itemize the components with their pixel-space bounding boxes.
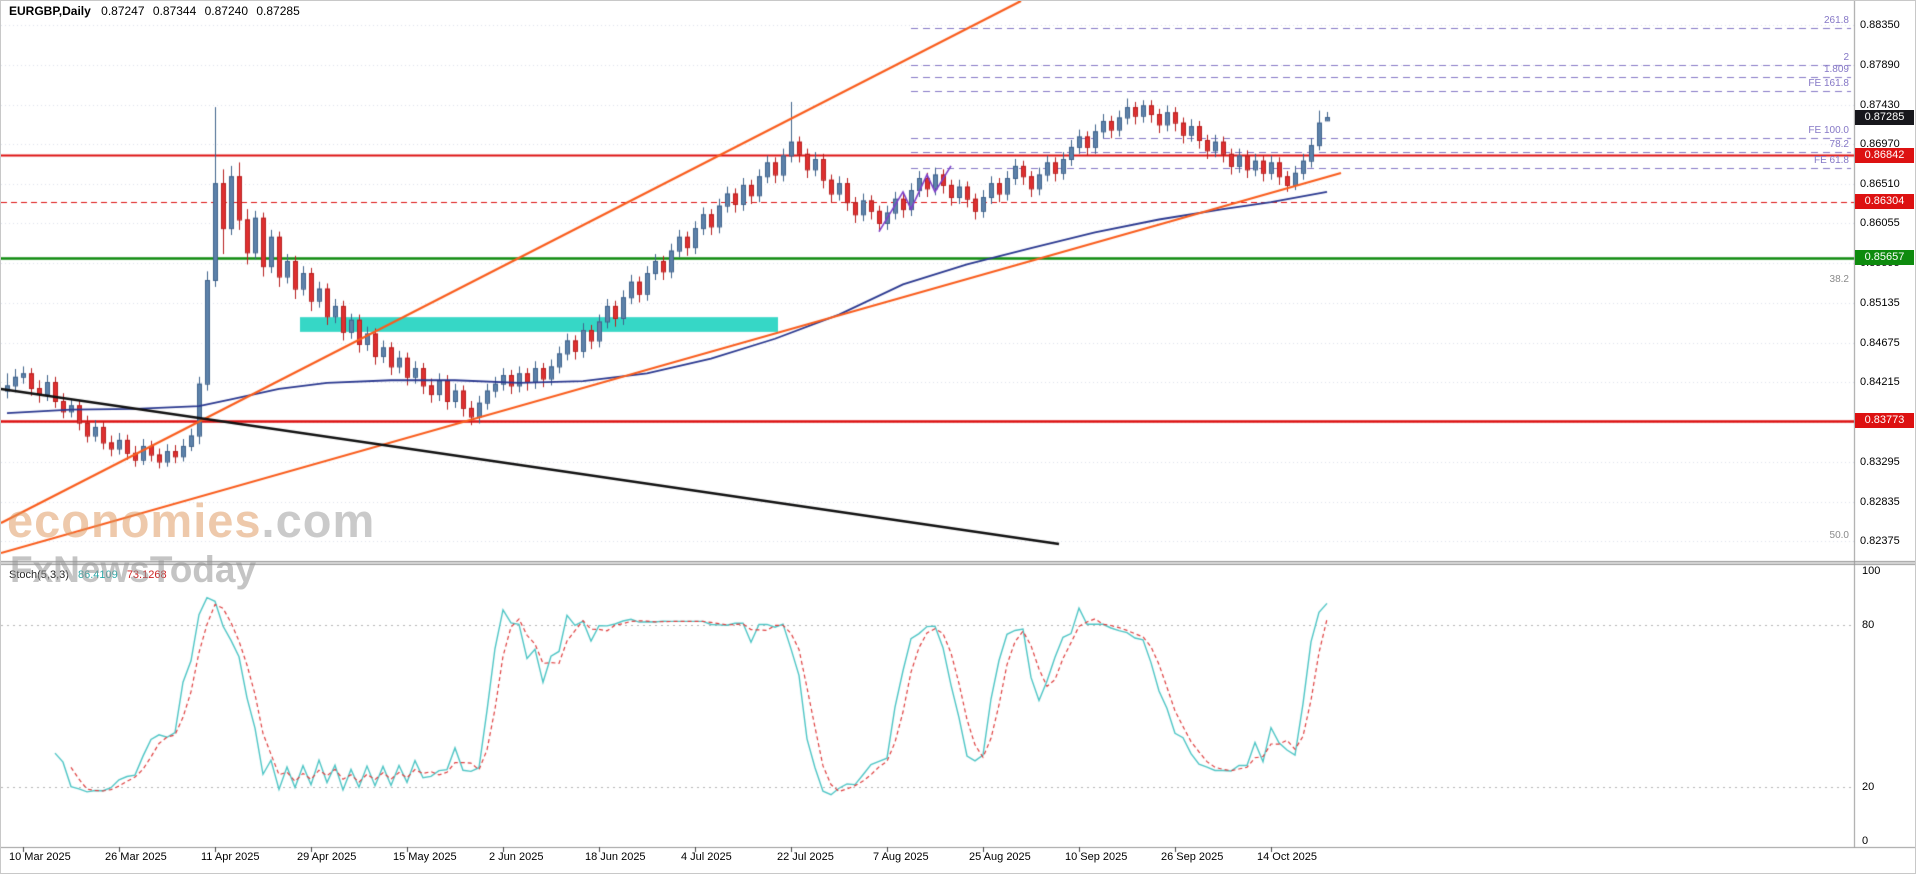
price-tick-label: 0.84215 [1860, 376, 1900, 389]
ohlc-open-value: 0.87247 [101, 4, 145, 18]
price-tick-label: 0.87890 [1860, 58, 1900, 71]
stoch-scale-label: 80 [1862, 619, 1875, 631]
stoch-name: Stoch(5,3,3) [9, 569, 69, 581]
ohlc-high-value: 0.87344 [152, 4, 197, 18]
date-tick-label: 10 Sep 2025 [1065, 851, 1128, 863]
price-level-badge: 0.85657 [1855, 250, 1914, 266]
price-tick-label: 0.88350 [1860, 19, 1900, 32]
stoch-indicator-label: Stoch(5,3,3) 86.4109 73.1268 [9, 569, 167, 581]
date-tick-label: 22 Jul 2025 [777, 851, 834, 863]
price-tick-label: 0.86055 [1860, 217, 1900, 230]
price-level-badge: 0.86304 [1855, 194, 1914, 210]
date-tick-label: 11 Apr 2025 [201, 851, 260, 863]
stoch-scale-label: 20 [1862, 781, 1875, 793]
date-tick-label: 26 Mar 2025 [105, 851, 167, 863]
date-tick-label: 29 Apr 2025 [297, 851, 357, 863]
price-tick-label: 0.83295 [1860, 455, 1900, 468]
date-tick-label: 18 Jun 2025 [585, 851, 646, 863]
date-tick-label: 10 Mar 2025 [9, 851, 71, 863]
price-level-badge: 0.86842 [1855, 147, 1914, 163]
stoch-scale-label: 0 [1862, 835, 1869, 847]
date-tick-label: 25 Aug 2025 [969, 851, 1031, 863]
stoch-scale-label: 100 [1862, 565, 1881, 577]
ohlc-close-value: 0.87285 [256, 4, 300, 18]
date-tick-label: 4 Jul 2025 [681, 851, 732, 863]
price-tick-label: 0.82835 [1860, 495, 1900, 508]
price-level-badge: 0.83773 [1855, 413, 1914, 429]
stoch-signal-value: 73.1268 [126, 569, 167, 581]
price-tick-label: 0.85135 [1860, 296, 1900, 309]
time-axis[interactable]: 10 Mar 2025 26 Mar 2025 11 Apr 2025 29 Apr … [1, 847, 1915, 873]
price-tick-label: 0.87430 [1860, 98, 1900, 111]
price-tick-label: 0.84675 [1860, 336, 1900, 349]
symbol-timeframe-label: EURGBP,Daily [9, 4, 91, 18]
price-tick-label: 0.82375 [1860, 535, 1900, 548]
chart-header: EURGBP,Daily 0.87247 0.87344 0.87240 0.8… [9, 4, 305, 18]
date-tick-label: 15 May 2025 [393, 851, 457, 863]
date-tick-label: 26 Sep 2025 [1161, 851, 1224, 863]
price-axis[interactable]: 0.88350 0.87890 0.87430 0.86970 0.86510 0.860… [1854, 1, 1915, 847]
price-level-badge: 0.87285 [1855, 109, 1914, 125]
date-tick-label: 7 Aug 2025 [873, 851, 929, 863]
price-tick-label: 0.86510 [1860, 178, 1900, 191]
date-tick-label: 14 Oct 2025 [1257, 851, 1317, 863]
stoch-main-value: 86.4109 [77, 569, 118, 581]
price-tick-label: 0.86970 [1860, 138, 1900, 151]
ohlc-low-value: 0.87240 [204, 4, 249, 18]
date-tick-label: 2 Jun 2025 [489, 851, 544, 863]
